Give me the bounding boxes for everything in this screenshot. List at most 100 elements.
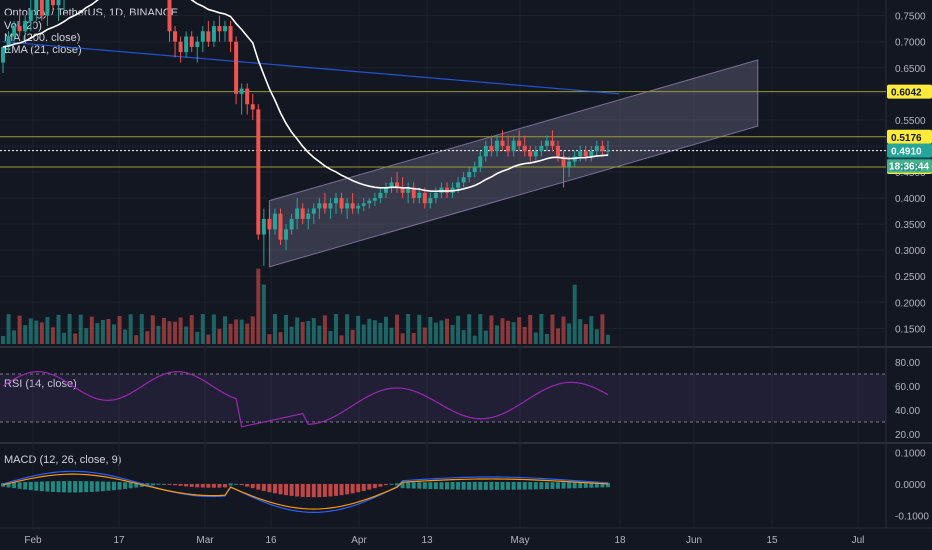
volume-bar	[161, 317, 166, 344]
candle-body	[6, 36, 11, 47]
macd-histogram-bar	[544, 482, 549, 490]
ma200-line	[2, 41, 620, 95]
volume-bar	[256, 268, 261, 344]
x-tick-label: Apr	[351, 535, 367, 546]
macd-histogram-bar	[112, 481, 116, 491]
volume-bar	[494, 325, 499, 344]
volume-bar	[589, 316, 594, 344]
x-tick-label: Jun	[686, 535, 702, 546]
rsi-tick-label: 80.00	[895, 358, 920, 369]
candle-body	[550, 140, 555, 146]
volume-bar	[228, 323, 233, 344]
volume-bar	[12, 330, 17, 344]
macd-histogram-bar	[450, 482, 455, 490]
countdown-label: 18:36:44	[889, 162, 929, 173]
macd-histogram-bar	[161, 483, 166, 485]
y-tick-label: 0.7500	[895, 12, 926, 23]
macd-histogram-bar	[173, 483, 178, 486]
candle-body	[56, 0, 61, 6]
macd-histogram-bar	[128, 482, 133, 489]
macd-histogram-bar	[345, 483, 350, 495]
volume-bar	[528, 314, 533, 344]
x-tick-label: 15	[766, 535, 778, 546]
volume-bar	[600, 314, 605, 344]
volume-bar	[295, 317, 300, 344]
volume-bar	[223, 316, 227, 344]
y-tick-label: 0.6500	[895, 64, 926, 75]
volume-bar	[311, 318, 316, 344]
candle-body	[494, 140, 499, 152]
candle-body	[578, 151, 583, 157]
volume-bar	[334, 314, 338, 344]
volume-bar	[134, 335, 139, 344]
macd-tick-label: 0.0000	[895, 480, 926, 491]
candle-body	[517, 140, 522, 146]
macd-histogram-bar	[117, 482, 122, 490]
candle-body	[345, 203, 350, 209]
macd-histogram-bar	[561, 482, 566, 489]
candle-body	[467, 172, 472, 178]
volume-bar	[23, 325, 28, 344]
volume-bar	[100, 319, 105, 344]
volume-bar	[250, 316, 255, 344]
candle-body	[184, 36, 189, 53]
macd-histogram-bar	[156, 483, 161, 485]
rsi-band	[0, 374, 886, 422]
volume-bar	[173, 321, 178, 344]
rsi-tick-label: 60.00	[895, 382, 920, 393]
macd-histogram-bar	[322, 483, 327, 497]
macd-histogram-bar	[123, 482, 128, 489]
candle-body	[250, 104, 255, 110]
rsi-tick-label: 20.00	[895, 430, 920, 441]
macd-histogram-bar	[395, 483, 400, 486]
price-badge	[887, 143, 932, 158]
candle-body	[1, 46, 5, 63]
macd-histogram-bar	[78, 481, 83, 493]
macd-histogram-bar	[339, 483, 344, 496]
candle-body	[583, 151, 588, 157]
macd-histogram-bar	[522, 482, 527, 490]
candle-body	[361, 203, 366, 206]
volume-bar	[406, 314, 411, 344]
macd-histogram-bar	[17, 482, 22, 489]
candle-body	[561, 156, 566, 167]
x-tick-label: Feb	[24, 535, 42, 546]
candle-body	[544, 140, 549, 146]
volume-bar	[461, 330, 466, 344]
ema21-line	[2, 0, 609, 193]
macd-histogram-bar	[6, 482, 11, 488]
macd-histogram-bar	[73, 481, 78, 493]
candle-body	[267, 218, 272, 230]
volume-bar	[456, 315, 461, 344]
volume-bar	[594, 329, 599, 344]
volume-bar	[50, 327, 55, 344]
macd-histogram-bar	[389, 483, 394, 485]
y-tick-label: 0.2500	[895, 272, 926, 283]
macd-histogram-bar	[456, 482, 461, 490]
candle-body	[272, 213, 277, 230]
candle-body	[23, 20, 28, 32]
macd-histogram-bar	[334, 483, 338, 496]
price-badge	[887, 129, 932, 144]
volume-bar	[506, 320, 511, 344]
volume-bar	[345, 314, 350, 344]
volume-bar	[261, 284, 266, 344]
macd-histogram-bar	[89, 481, 94, 492]
macd-histogram-bar	[494, 481, 499, 490]
volume-bar	[84, 328, 89, 344]
candle-body	[234, 41, 239, 94]
volume-bar	[245, 323, 250, 344]
macd-histogram-bar	[583, 482, 588, 488]
volume-bar	[195, 331, 200, 344]
macd-histogram-bar	[383, 483, 388, 486]
candle-body	[295, 208, 300, 219]
candle-body	[556, 145, 560, 157]
volume-bar	[95, 323, 100, 344]
candle-body	[389, 182, 394, 188]
volume-bar	[395, 314, 400, 344]
candle-body	[278, 213, 283, 240]
volume-bar	[539, 314, 544, 344]
volume-bar	[400, 333, 405, 344]
volume-bar	[605, 334, 610, 344]
